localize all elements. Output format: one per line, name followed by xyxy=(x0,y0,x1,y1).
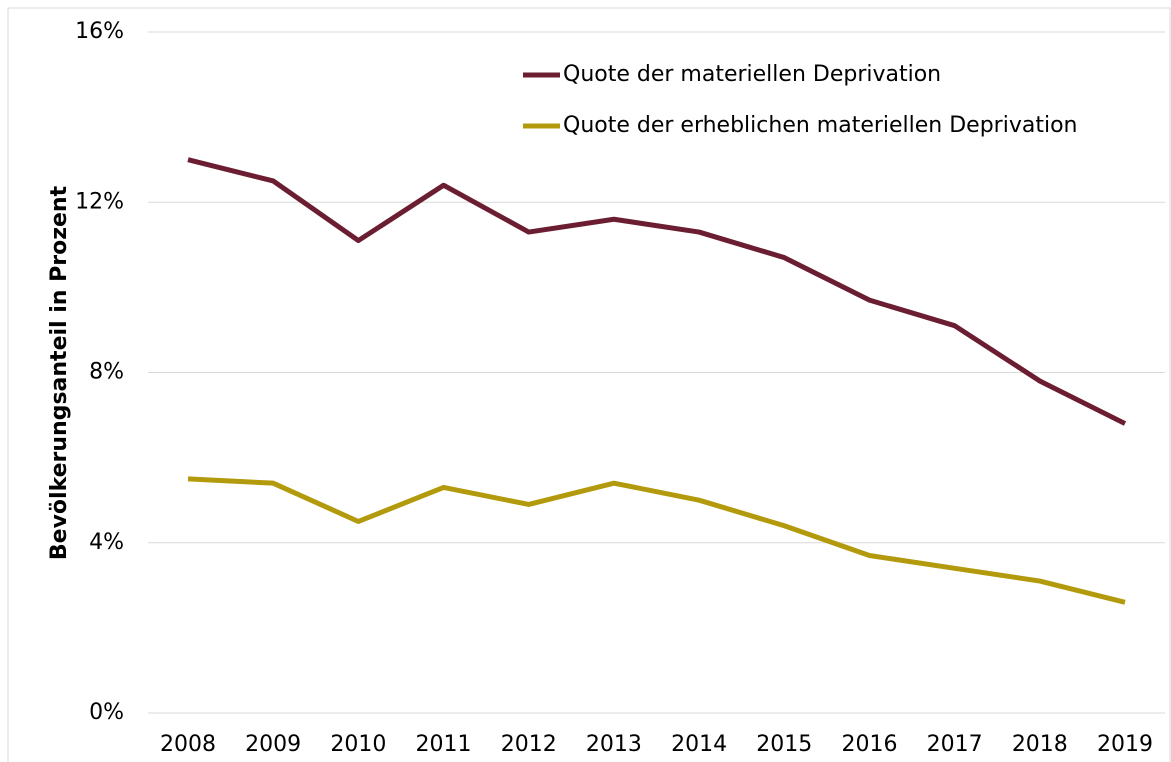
x-tick-label: 2018 xyxy=(1012,732,1068,757)
x-tick-label: 2011 xyxy=(416,732,472,757)
x-tick-label: 2017 xyxy=(927,732,983,757)
x-tick-label: 2014 xyxy=(671,732,727,757)
x-tick-label: 2010 xyxy=(330,732,386,757)
x-tick-label: 2012 xyxy=(501,732,557,757)
y-tick-label: 8% xyxy=(89,360,124,385)
x-tick-label: 2016 xyxy=(841,732,897,757)
series-line xyxy=(187,476,1126,605)
x-tick-label: 2015 xyxy=(756,732,812,757)
x-tick-label: 2013 xyxy=(586,732,642,757)
legend-label: Quote der erheblichen materiellen Depriv… xyxy=(563,113,1078,138)
frame xyxy=(7,7,1171,762)
x-tick-label: 2019 xyxy=(1097,732,1153,757)
x-tick-label: 2009 xyxy=(245,732,301,757)
series-line xyxy=(187,157,1127,426)
y-tick-label: 16% xyxy=(75,19,124,44)
y-tick-label: 12% xyxy=(75,189,124,214)
y-tick-label: 4% xyxy=(89,530,124,555)
y-tick-label: 0% xyxy=(89,700,124,725)
legend-label: Quote der materiellen Deprivation xyxy=(563,62,941,87)
y-axis-label: Bevölkerungsanteil in Prozent xyxy=(47,185,72,560)
x-tick-label: 2008 xyxy=(160,732,216,757)
